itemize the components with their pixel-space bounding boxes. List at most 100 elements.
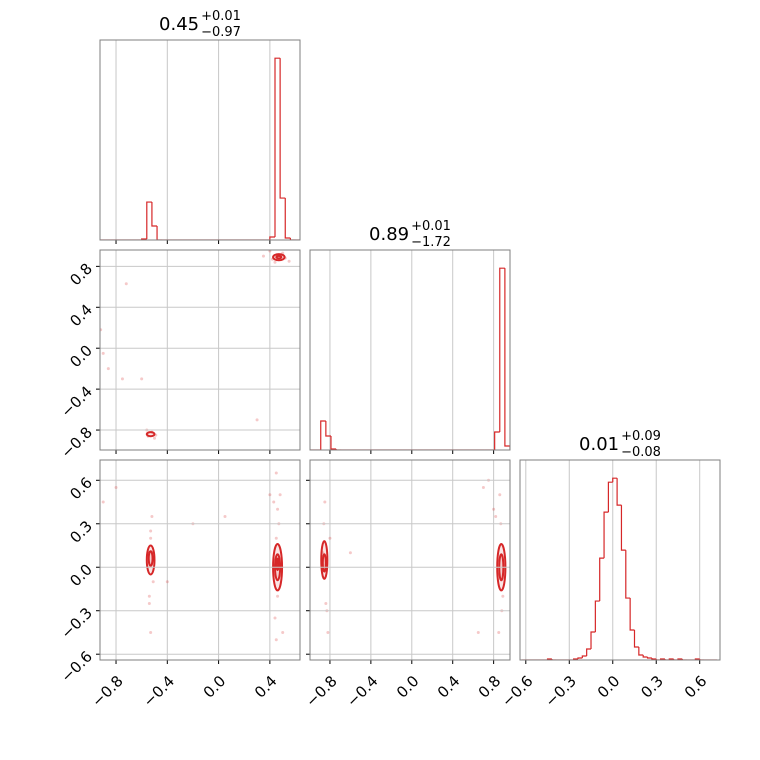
histogram-step <box>616 478 622 506</box>
histogram-step <box>330 436 337 450</box>
density-contour <box>275 557 280 572</box>
title-lower-error: −0.97 <box>201 25 241 40</box>
plot-area <box>320 478 507 634</box>
sample-point <box>261 254 265 258</box>
sample-point <box>101 351 105 355</box>
x-tick-label: 0.4 <box>434 672 464 702</box>
sample-point <box>326 630 330 634</box>
panel: 0.45 +0.01−0.97 <box>99 9 301 244</box>
histogram-step <box>633 630 639 648</box>
sample-point <box>149 630 153 634</box>
y-tick-label: −0.8 <box>58 423 96 461</box>
sample-point <box>278 493 282 497</box>
sample-point <box>151 580 155 584</box>
histogram-step <box>151 202 158 227</box>
sample-point <box>273 616 277 620</box>
sample-point <box>268 493 272 497</box>
sample-point <box>150 515 154 519</box>
histogram-step <box>673 659 678 660</box>
histogram-step <box>590 631 596 650</box>
sample-point <box>165 580 169 584</box>
title-upper-error: +0.01 <box>201 9 241 24</box>
histogram-step <box>642 655 648 658</box>
y-tick-label: 0.0 <box>66 561 96 591</box>
y-tick-label: 0.8 <box>66 260 96 290</box>
sample-point <box>274 638 278 642</box>
histogram-step <box>699 659 705 660</box>
sample-point <box>149 529 153 533</box>
y-tick-label: −0.4 <box>58 382 96 420</box>
y-tick-label: 0.0 <box>66 341 96 371</box>
x-tick-label: 0.0 <box>594 672 624 702</box>
histogram-step <box>335 449 342 450</box>
panel-frame <box>309 249 511 451</box>
sample-point <box>140 377 144 381</box>
panel: −0.8 −0.4 0.0 0.4 −0.6 −0.3 0.0 0.3 0.6 <box>58 459 301 711</box>
sample-point <box>223 515 227 519</box>
plot-area <box>521 477 718 660</box>
histogram-step <box>269 236 275 240</box>
histogram-step <box>156 226 163 240</box>
plot-area <box>100 57 300 240</box>
sample-point <box>481 486 485 490</box>
histogram-step <box>499 267 505 433</box>
histogram-step <box>551 659 557 660</box>
plot-area <box>310 267 510 450</box>
sample-point <box>498 493 502 497</box>
panel-title: 0.89 <box>369 224 409 245</box>
panel-frame <box>309 459 511 661</box>
histogram-step <box>603 511 609 559</box>
panel: −0.8−0.4 0.0 0.4 0.8 <box>58 249 301 462</box>
x-tick-label: 0.3 <box>637 672 667 702</box>
sample-point <box>268 250 272 253</box>
plot-area <box>101 471 285 642</box>
histogram-step <box>581 655 587 659</box>
histogram-step <box>504 268 510 450</box>
x-tick-label: 0.4 <box>251 672 281 702</box>
histogram-step <box>274 57 281 238</box>
histogram-step <box>577 657 583 660</box>
sample-point <box>101 500 105 504</box>
histogram-step <box>146 201 152 240</box>
sample-point <box>147 601 151 605</box>
sample-point <box>149 536 153 540</box>
plot-area <box>100 250 291 440</box>
density-contour <box>272 253 286 262</box>
y-tick-label: 0.4 <box>66 301 96 331</box>
panel-frame <box>99 459 301 661</box>
x-tick-label: −0.3 <box>542 672 580 710</box>
x-tick-label: 0.6 <box>681 672 711 702</box>
histogram-step <box>325 421 331 437</box>
x-tick-label: 0.0 <box>200 672 230 702</box>
x-tick-label: −0.4 <box>343 672 381 710</box>
panel-title: 0.01 <box>579 434 619 455</box>
sample-point <box>106 367 110 371</box>
histogram-step <box>284 198 291 239</box>
histogram-step <box>625 550 631 599</box>
y-tick-label: 0.3 <box>66 517 96 547</box>
panel-frame <box>519 459 721 661</box>
sample-point <box>147 594 151 598</box>
sample-point <box>476 630 480 634</box>
x-tick-label: −0.8 <box>302 672 340 710</box>
density-contour <box>147 550 154 567</box>
histogram-step <box>655 659 661 660</box>
histogram-step <box>599 557 605 602</box>
panel-frame <box>99 39 301 241</box>
sample-point <box>274 536 278 540</box>
sample-point <box>501 594 505 598</box>
sample-point <box>328 536 332 540</box>
x-tick-label: −0.6 <box>498 672 536 710</box>
sample-point <box>114 486 118 490</box>
histogram-step <box>279 58 286 199</box>
histogram-step <box>651 658 657 660</box>
sample-point <box>494 515 498 519</box>
density-contour <box>145 431 156 438</box>
histogram-step <box>586 648 592 657</box>
histogram-step <box>638 647 644 656</box>
sample-point <box>120 377 124 381</box>
sample-point <box>276 507 280 511</box>
histogram-step <box>629 598 635 631</box>
